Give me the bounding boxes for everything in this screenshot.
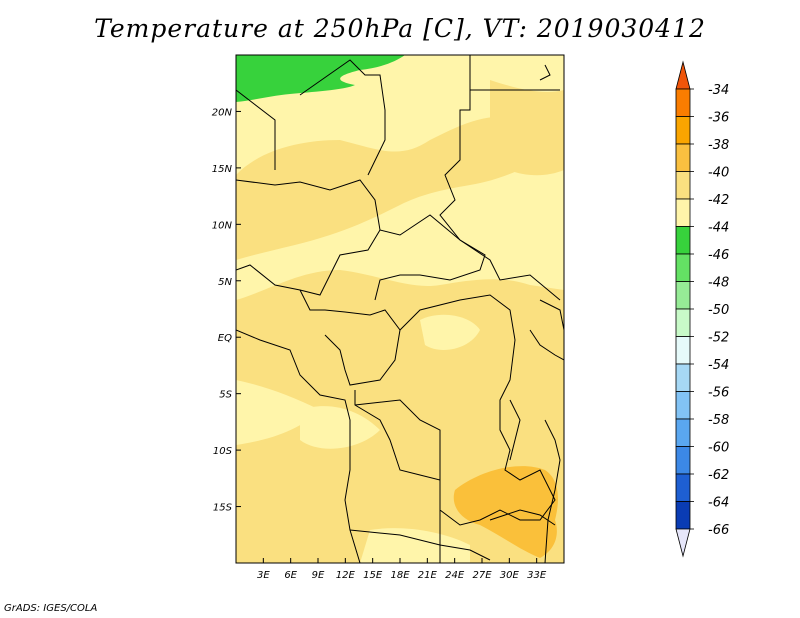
lat-tick-label: EQ — [218, 333, 232, 344]
legend-label: -66 — [708, 523, 729, 538]
lon-tick-label: 24E — [445, 570, 465, 581]
shade-minus-44-46 — [236, 55, 405, 102]
legend-swatch — [675, 446, 691, 475]
border-line — [236, 89, 276, 170]
legend-label: -38 — [708, 138, 729, 153]
legend-label: -36 — [708, 111, 729, 126]
legend-label: -46 — [708, 248, 729, 263]
chart-title: Temperature at 250hPa [C], VT: 201903041… — [94, 14, 706, 43]
lat-tick-label: 5N — [218, 277, 232, 288]
border-line — [489, 509, 556, 526]
border-line — [354, 294, 556, 526]
legend-swatch — [675, 198, 691, 227]
legend-label: -48 — [708, 276, 729, 291]
border-line — [439, 55, 561, 301]
legend-label: -58 — [708, 413, 729, 428]
border-line — [354, 399, 441, 563]
shade-light-patch-1 — [300, 406, 380, 449]
temperature-field — [236, 55, 564, 563]
legend-label: -56 — [708, 386, 729, 401]
shade-minus-40-42-north — [236, 116, 540, 260]
legend-swatch — [675, 336, 691, 365]
legend-swatch — [675, 60, 691, 90]
border-line — [529, 299, 564, 361]
latitude-axis: 20N 15N 10N 5N EQ 5S 10S 15S — [212, 107, 241, 514]
country-borders — [236, 55, 564, 563]
legend-label: -52 — [708, 331, 729, 346]
legend-label: -60 — [708, 441, 729, 456]
border-line — [544, 419, 561, 563]
lon-tick-label: 9E — [312, 570, 325, 581]
lon-tick-label: 30E — [500, 570, 520, 581]
legend-swatch — [675, 501, 691, 530]
lat-tick-label: 15S — [213, 503, 233, 514]
legend-swatch — [675, 308, 691, 337]
longitude-axis: 3E 6E 9E 12E 15E 18E 21E 24E 27E 30E 33E — [257, 558, 547, 581]
legend-label: -62 — [708, 468, 729, 483]
legend-label: -34 — [708, 83, 729, 98]
lon-tick-label: 21E — [418, 570, 438, 581]
shade-light-patch-2 — [420, 314, 480, 350]
color-legend: -34 -36 -38 -40 -42 -44 -46 -48 -50 -52 -54 -56 -58 -… — [675, 60, 729, 558]
border-line — [349, 529, 491, 561]
border-line — [509, 399, 521, 461]
legend-label: -64 — [708, 496, 729, 511]
lat-tick-label: 10S — [213, 446, 233, 457]
shade-minus-40-42-east — [490, 80, 564, 176]
legend-label: -44 — [708, 221, 729, 236]
lon-tick-label: 18E — [390, 570, 410, 581]
legend-swatch — [675, 391, 691, 420]
grads-credit: GrADS: IGES/COLA — [4, 603, 98, 614]
lat-tick-label: 10N — [212, 220, 233, 231]
legend-swatch — [675, 88, 691, 117]
legend-swatch — [675, 363, 691, 392]
legend-label: -50 — [708, 303, 729, 318]
legend-swatch — [675, 143, 691, 172]
legend-label: -40 — [708, 166, 729, 181]
lon-tick-label: 12E — [336, 570, 356, 581]
border-line — [236, 179, 381, 296]
lat-tick-label: 5S — [219, 390, 232, 401]
legend-swatch — [675, 473, 691, 502]
lon-tick-label: 27E — [472, 570, 492, 581]
legend-label: -54 — [708, 358, 729, 373]
border-line — [299, 59, 386, 176]
legend-swatch — [675, 418, 691, 447]
legend-swatch — [675, 116, 691, 145]
lon-tick-label: 3E — [257, 570, 270, 581]
legend-label: -42 — [708, 193, 729, 208]
shade-light-patch-4 — [360, 528, 470, 563]
shade-minus-38-40 — [453, 466, 558, 558]
border-line — [374, 214, 486, 301]
coastline — [236, 329, 361, 563]
legend-swatch — [675, 281, 691, 310]
lat-tick-label: 15N — [212, 164, 233, 175]
legend-swatch — [675, 226, 691, 255]
lon-tick-label: 33E — [527, 570, 547, 581]
shade-light-patch-3 — [236, 380, 320, 445]
legend-swatch — [675, 528, 691, 558]
lat-tick-label: 20N — [212, 107, 233, 118]
border-line — [539, 64, 551, 81]
lon-tick-label: 15E — [363, 570, 383, 581]
legend-swatch — [675, 253, 691, 282]
lon-tick-label: 6E — [284, 570, 297, 581]
legend-swatch — [675, 171, 691, 200]
